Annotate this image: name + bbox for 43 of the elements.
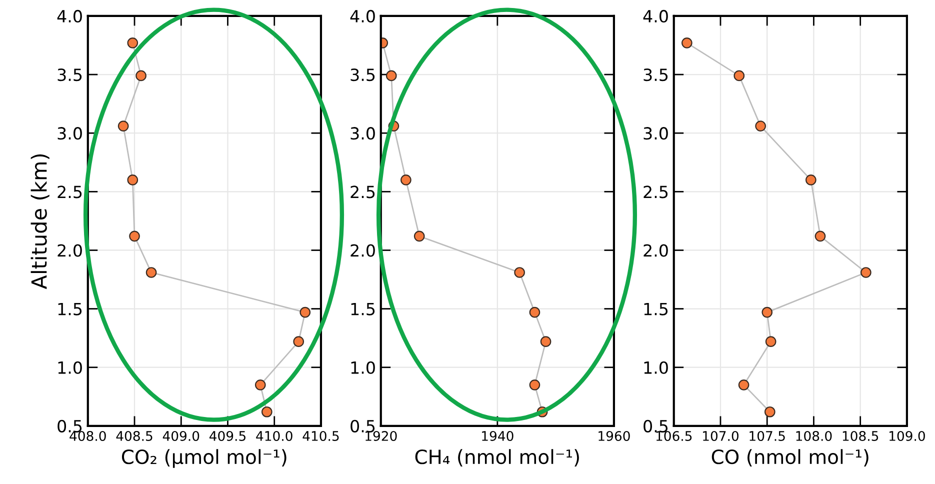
y-tick-label: 3.0 [644, 127, 668, 140]
x-tick-label: 409.0 [162, 431, 200, 441]
x-tick-label: 109.0 [890, 431, 925, 441]
x-tick-label: 108.5 [842, 431, 878, 441]
x-tick-label: 1960 [598, 431, 630, 441]
x-tick-label: 410.0 [256, 431, 292, 441]
x-axis-title: CO (nmol mol⁻¹) [712, 449, 868, 466]
y-tick-label: 1.0 [644, 361, 668, 374]
y-tick-label: 0.5 [644, 420, 668, 432]
y-tick-label: 2.0 [644, 244, 668, 257]
x-tick-label: 409.5 [210, 431, 246, 441]
x-axis-title: CH₄ (nmol mol⁻¹) [415, 449, 579, 466]
x-tick-label: 107.5 [750, 431, 785, 441]
y-tick-label: 1.5 [58, 302, 82, 316]
y-tick-label: 4.0 [643, 10, 668, 23]
y-tick-label: 2.5 [58, 186, 82, 198]
y-tick-label: 1.0 [58, 361, 82, 374]
y-tick-label: 3.0 [350, 127, 375, 140]
y-tick-label: 1.5 [351, 302, 375, 316]
x-tick-label: 410.5 [302, 431, 339, 441]
y-tick-label: 2.0 [58, 244, 82, 257]
y-tick-label: 2.0 [350, 244, 375, 257]
y-tick-label: 3.5 [350, 68, 375, 82]
y-tick-label: 4.0 [350, 10, 375, 23]
x-tick-label: 408.5 [116, 431, 152, 441]
x-tick-label: 1940 [482, 431, 514, 441]
y-tick-label: 3.5 [644, 68, 668, 82]
y-tick-label: 3.0 [58, 127, 82, 140]
x-axis-title: CO₂ (μmol mol⁻¹) [122, 449, 286, 468]
y-axis-title: Altitude (km) [30, 154, 50, 290]
y-tick-label: 2.5 [644, 186, 668, 198]
y-tick-label: 3.5 [58, 68, 82, 82]
y-tick-label: 4.0 [57, 10, 82, 23]
y-tick-label: 1.0 [351, 361, 375, 374]
y-tick-label: 1.5 [644, 302, 668, 316]
y-tick-label: 2.5 [350, 186, 375, 198]
y-tick-label: 0.5 [350, 420, 375, 432]
x-tick-label: 408.0 [70, 431, 106, 441]
y-tick-label: 0.5 [58, 420, 82, 432]
x-tick-label: 107.0 [703, 431, 738, 441]
x-tick-label: 1920 [366, 431, 397, 441]
x-tick-label: 108.0 [796, 431, 832, 441]
x-tick-label: 106.5 [656, 431, 692, 441]
